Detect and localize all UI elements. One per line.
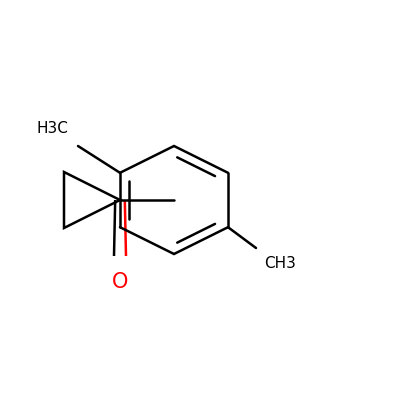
Text: H3C: H3C xyxy=(36,121,68,136)
Text: CH3: CH3 xyxy=(264,256,296,271)
Text: O: O xyxy=(112,272,128,292)
